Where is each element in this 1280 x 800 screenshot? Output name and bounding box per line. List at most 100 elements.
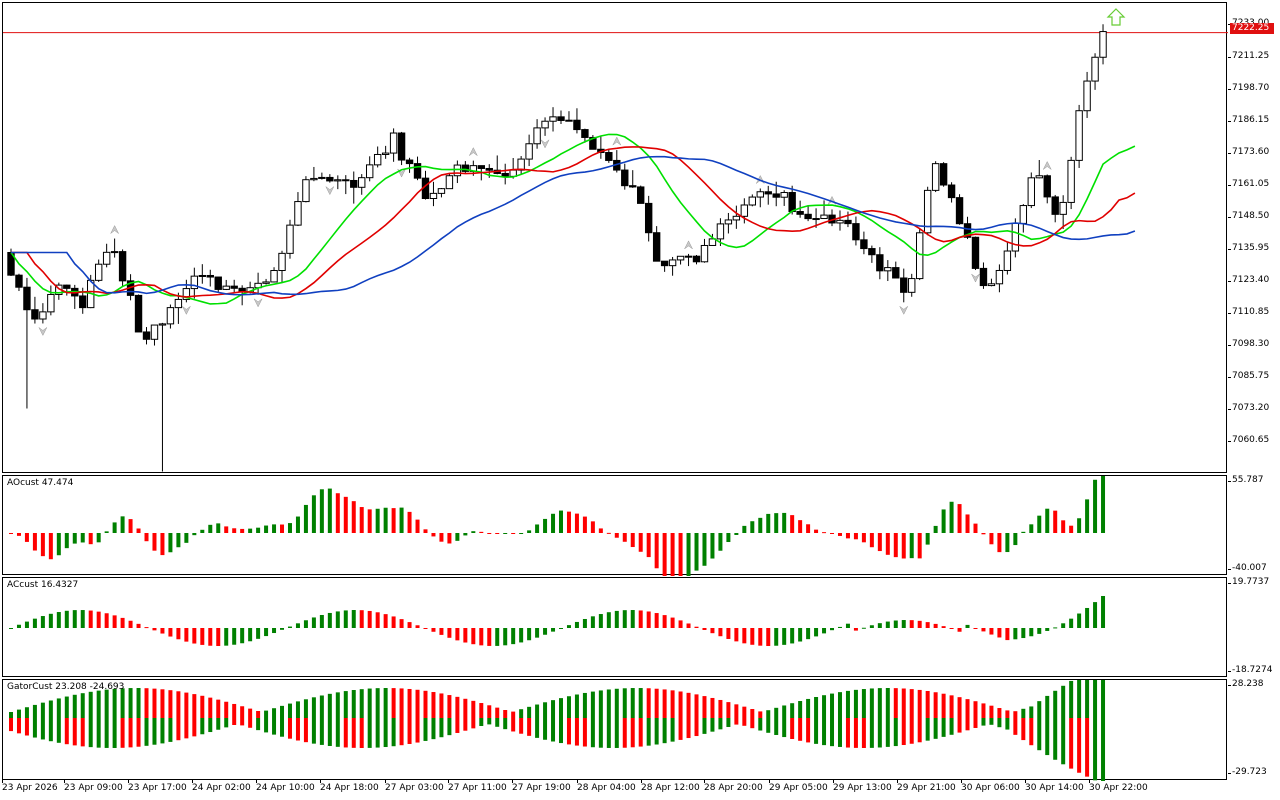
gator-indicator-pane[interactable]: GatorCust 23.208 -24.693 (2, 679, 1227, 781)
gator-upper-bar (957, 697, 962, 718)
gator-upper-bar (845, 690, 850, 718)
gator-lower-bar (1013, 718, 1018, 735)
gator-lower-bar (630, 718, 635, 748)
gator-upper-bar (295, 701, 300, 718)
gator-lower-bar (869, 718, 874, 748)
gator-upper-bar (80, 693, 85, 718)
gator-lower-bar (702, 718, 707, 734)
gator-lower-bar (877, 718, 882, 748)
candle-body (1003, 250, 1012, 271)
candle-body (230, 285, 238, 289)
histogram-bar (1029, 524, 1034, 533)
histogram-bar (48, 533, 53, 560)
gator-lower-bar (280, 718, 285, 737)
price-tick: 7073.20 (1227, 403, 1270, 413)
gator-upper-bar (16, 709, 21, 718)
histogram-bar (590, 616, 595, 628)
gator-lower-bar (383, 718, 388, 748)
gator-upper-bar (415, 689, 420, 718)
candle-body (517, 158, 525, 171)
gator-upper-bar (949, 695, 954, 718)
histogram-bar (224, 526, 229, 533)
histogram-bar (909, 620, 914, 628)
fractal-up-marker (612, 136, 622, 146)
main-chart-pane[interactable] (2, 2, 1228, 473)
fractal-down-marker (899, 306, 908, 315)
histogram-bar (822, 532, 827, 534)
candle-body (453, 164, 462, 177)
histogram-bar (216, 523, 221, 533)
candle-body (724, 219, 733, 225)
candle-body (788, 192, 796, 213)
candle-body (549, 116, 557, 122)
gator-upper-bar (798, 701, 803, 718)
price-axis: 7233.00 7222.25 7211.257198.707186.15717… (1227, 2, 1280, 473)
candle-body (214, 276, 222, 290)
histogram-bar (694, 626, 699, 628)
histogram-bar (925, 533, 930, 545)
gator-upper-bar (96, 690, 101, 718)
histogram-bar (678, 620, 683, 628)
ac-indicator-pane[interactable]: ACcust 16.4327 (2, 577, 1227, 677)
gator-upper-bar (176, 691, 181, 718)
gator-lower-bar (837, 718, 842, 747)
histogram-bar (989, 628, 994, 635)
histogram-bar (1101, 595, 1106, 628)
gator-lower-bar (399, 718, 404, 746)
candle-body (995, 269, 1004, 285)
gator-upper-bar (184, 692, 189, 718)
candle-body (358, 177, 366, 188)
histogram-bar (758, 628, 763, 646)
histogram-bar (869, 625, 874, 628)
gator-lower-bar (710, 718, 715, 732)
histogram-bar (327, 488, 332, 533)
price-tick: 7148.50 (1227, 211, 1270, 221)
gator-upper-bar (997, 708, 1002, 718)
candle-body (1027, 177, 1035, 207)
gator-lower-bar (136, 718, 141, 747)
gator-lower-bar (798, 718, 803, 741)
histogram-bar (925, 622, 930, 628)
gator-lower-bar (519, 718, 524, 734)
gator-upper-bar (885, 688, 890, 718)
histogram-bar (1013, 628, 1018, 640)
histogram-bar (965, 624, 970, 628)
histogram-bar (447, 628, 452, 638)
gator-lower-bar (694, 718, 699, 737)
gator-upper-bar (925, 690, 930, 718)
histogram-bar (543, 518, 548, 533)
histogram-bar (965, 514, 970, 533)
candle-body (541, 120, 549, 129)
histogram-bar (598, 528, 603, 533)
histogram-bar (853, 533, 858, 540)
histogram-bar (989, 533, 994, 545)
candle-body (621, 169, 629, 187)
candle-body (134, 294, 143, 333)
gator-upper-bar (638, 688, 643, 718)
gator-upper-bar (790, 703, 795, 718)
gator-lower-bar (184, 718, 189, 739)
histogram-bar (72, 610, 77, 628)
histogram-bar (718, 628, 723, 637)
candle-body (142, 331, 151, 340)
gator-upper-bar (742, 706, 747, 718)
gator-lower-bar (327, 718, 332, 746)
histogram-bar (343, 496, 348, 533)
histogram-bar (471, 628, 476, 645)
gator-upper-bar (487, 705, 492, 718)
histogram-bar (80, 533, 85, 543)
ao-indicator-pane[interactable]: AOcust 47.474 (2, 475, 1227, 576)
candle-body (350, 179, 358, 188)
histogram-bar (1077, 518, 1082, 533)
gator-upper-bar (981, 703, 986, 718)
gator-lower-bar (160, 718, 165, 744)
time-tick: 29 Apr 21:00 (897, 780, 956, 793)
gator-lower-bar (343, 718, 348, 748)
histogram-bar (120, 617, 125, 628)
ac-histogram (9, 595, 1106, 646)
candle-body (365, 164, 374, 179)
gator-upper-bar (734, 704, 739, 718)
histogram-bar (877, 623, 882, 628)
gator-upper-bar (1037, 701, 1042, 718)
gator-lower-bar (88, 718, 93, 748)
